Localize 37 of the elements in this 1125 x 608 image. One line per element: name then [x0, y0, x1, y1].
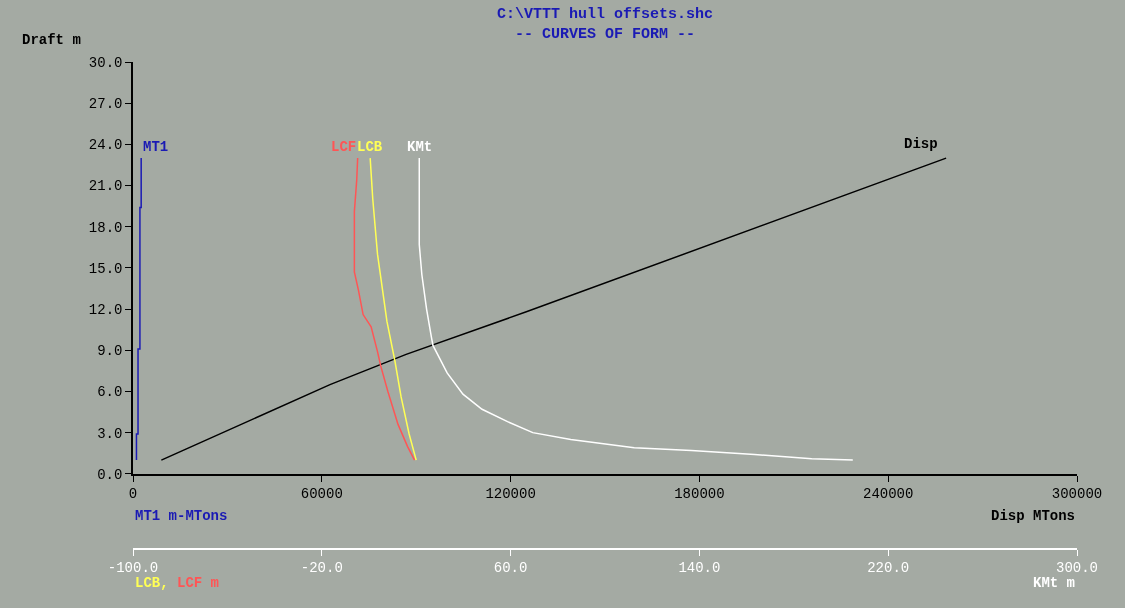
- text: LCB, LCF m: [135, 575, 220, 591]
- y-tick-label: 0.0: [97, 466, 123, 483]
- line-series: [135, 157, 142, 461]
- x2-tick-label: 60.0: [493, 560, 528, 577]
- y-tick-label: 18.0: [88, 219, 123, 236]
- x-tick-label: 240000: [862, 486, 914, 503]
- x2-tick-label: -20.0: [300, 560, 343, 577]
- series-label: LCB: [357, 139, 383, 155]
- series-label: LCF: [331, 139, 357, 155]
- y-axis-title: Draft m: [22, 32, 81, 48]
- x-tick-label: 0: [128, 486, 138, 503]
- y-tick-label: 15.0: [88, 260, 123, 277]
- text: MT1 m-MTons: [135, 508, 228, 524]
- x-axis-title: Disp MTons: [991, 508, 1076, 524]
- x-tick-label: 60000: [300, 486, 343, 503]
- y-tick-label: 27.0: [88, 96, 123, 113]
- line-series: [160, 157, 947, 461]
- x2-tick-label: 220.0: [867, 560, 910, 577]
- chart-subtitle: -- CURVES OF FORM --: [515, 25, 696, 43]
- y-tick-label: 21.0: [88, 178, 123, 195]
- chart-title: C:\VTTT hull offsets.shc: [497, 6, 714, 23]
- y-tick-label: 6.0: [97, 384, 123, 401]
- y-tick-label: 30.0: [88, 54, 123, 71]
- y-tick-label: 9.0: [97, 343, 123, 360]
- series-label: KMt: [407, 139, 433, 155]
- x2-tick-label: -100.0: [107, 560, 159, 577]
- x-tick-label: 120000: [485, 486, 536, 503]
- y-tick-label: 24.0: [88, 137, 123, 154]
- x2-tick-label: 140.0: [678, 560, 721, 577]
- series-label: MT1: [143, 139, 169, 155]
- y-tick-label: 3.0: [97, 425, 123, 442]
- x-tick-label: 180000: [674, 486, 725, 503]
- y-tick-label: 12.0: [88, 301, 123, 318]
- x-tick-label: 300000: [1051, 486, 1103, 503]
- x2-tick-label: 300.0: [1055, 560, 1099, 577]
- x2-axis-title: KMt m: [1033, 575, 1076, 591]
- series-label: Disp: [904, 136, 938, 152]
